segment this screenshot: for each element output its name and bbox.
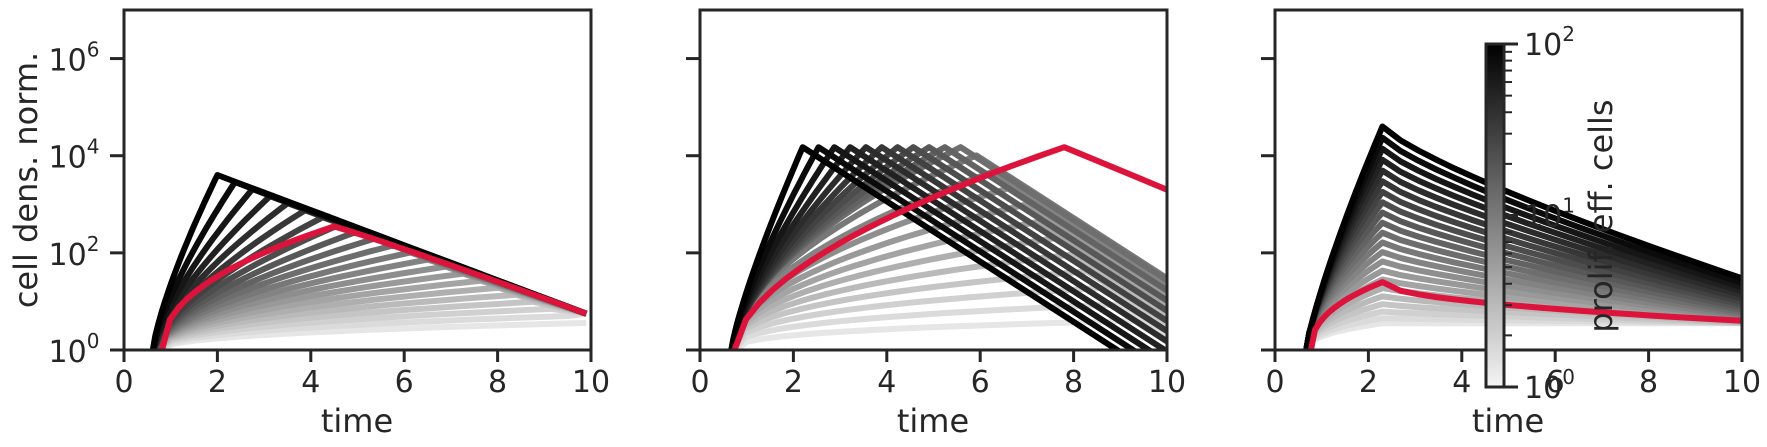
panel-right-xlabel: time	[1472, 402, 1544, 440]
colorbar-label: prolif. eff. cells	[1582, 99, 1620, 332]
x-tick-label: 0	[1265, 365, 1284, 400]
panel-middle-y-ticks	[686, 57, 700, 352]
x-tick-label: 8	[1639, 365, 1658, 400]
y-tick-label: 106	[49, 38, 100, 79]
colorbar-tick-label: 100	[1524, 365, 1575, 406]
series-line	[729, 268, 1167, 350]
panel-left-ylabel: cell dens. norm.	[7, 52, 45, 308]
y-tick-exponent: 6	[87, 38, 100, 62]
series-line	[731, 317, 1167, 350]
x-tick-label: 2	[208, 365, 227, 400]
highlight-line	[1307, 279, 1742, 350]
colorbar-tick-exponent: 2	[1562, 22, 1575, 46]
series-line	[728, 144, 1123, 350]
x-tick-label: 10	[572, 365, 610, 400]
series-line	[1303, 123, 1742, 350]
colorbar-gradient	[1484, 42, 1506, 389]
x-tick-label: 0	[690, 365, 709, 400]
y-tick-label: 104	[49, 135, 100, 176]
colorbar-tick-label: 102	[1524, 22, 1575, 63]
panel-left-x-ticks: 0 2 4 6 8 10	[114, 350, 610, 400]
x-tick-label: 10	[1148, 365, 1186, 400]
x-tick-label: 8	[1064, 365, 1083, 400]
x-tick-label: 6	[971, 365, 990, 400]
x-tick-label: 4	[1452, 365, 1471, 400]
series-line	[154, 320, 587, 350]
panel-middle-frame	[698, 8, 1169, 352]
y-tick-label: 102	[49, 232, 100, 273]
panel-middle: 0 2 4 6 8 10 time	[686, 8, 1186, 440]
panel-right: 0 2 4 6 8 10 time	[1261, 8, 1761, 440]
x-tick-label: 2	[784, 365, 803, 400]
y-tick-label: 100	[49, 329, 100, 370]
panel-middle-series	[728, 144, 1167, 350]
panel-middle-xlabel: time	[897, 402, 969, 440]
panel-right-frame	[1273, 8, 1744, 352]
panel-right-x-ticks: 0 2 4 6 8 10	[1265, 350, 1761, 400]
panel-left-series	[149, 172, 589, 350]
x-tick-label: 4	[301, 365, 320, 400]
x-tick-label: 10	[1723, 365, 1761, 400]
x-tick-label: 8	[488, 365, 507, 400]
y-tick-exponent: 0	[87, 329, 100, 353]
panel-middle-x-ticks: 0 2 4 6 8 10	[690, 350, 1186, 400]
panel-right-y-ticks	[1261, 57, 1275, 352]
panel-left: 0 2 4 6 8 10 100 102 104 106 time cell dens. nor…	[7, 8, 610, 440]
colorbar-tick-exponent: 1	[1562, 194, 1575, 218]
colorbar-tick-exponent: 0	[1562, 365, 1575, 389]
x-tick-label: 6	[395, 365, 414, 400]
panel-left-xlabel: time	[321, 402, 393, 440]
panel-right-series	[1303, 123, 1742, 350]
x-tick-label: 0	[114, 365, 133, 400]
x-tick-label: 6	[1546, 365, 1565, 400]
panel-left-y-ticks: 100 102 104 106	[49, 38, 124, 370]
y-tick-exponent: 4	[87, 135, 100, 159]
x-tick-label: 2	[1359, 365, 1378, 400]
y-tick-exponent: 2	[87, 232, 100, 256]
highlight-line	[731, 144, 1167, 350]
panel-left-frame	[122, 8, 593, 352]
highlight-line	[158, 223, 588, 350]
x-tick-label: 4	[877, 365, 896, 400]
